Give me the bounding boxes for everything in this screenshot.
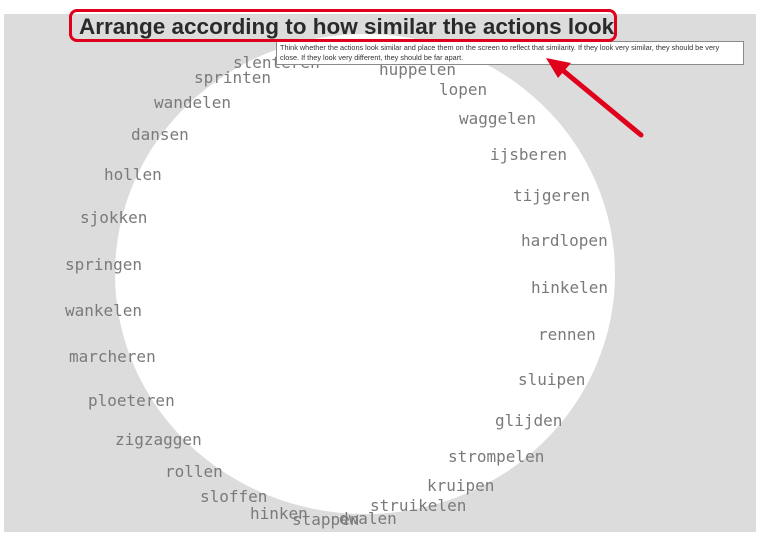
word-item[interactable]: glijden: [495, 411, 563, 430]
word-item[interactable]: stappen: [292, 510, 360, 529]
word-item[interactable]: tijgeren: [513, 186, 591, 205]
word-item[interactable]: dansen: [131, 125, 189, 144]
word-item[interactable]: marcheren: [69, 347, 156, 366]
word-item[interactable]: springen: [65, 255, 143, 274]
word-item[interactable]: rennen: [538, 325, 596, 344]
word-item[interactable]: hinkelen: [531, 278, 609, 297]
word-item[interactable]: strompelen: [448, 447, 545, 466]
word-item[interactable]: wankelen: [65, 301, 143, 320]
word-item[interactable]: ijsberen: [490, 145, 568, 164]
word-item[interactable]: sjokken: [80, 208, 148, 227]
red-arrow-icon: [546, 58, 644, 138]
word-item[interactable]: zigzaggen: [115, 430, 202, 449]
word-item[interactable]: kruipen: [427, 476, 495, 495]
word-item[interactable]: sprinten: [194, 68, 272, 87]
word-item[interactable]: hollen: [104, 165, 162, 184]
word-item[interactable]: sloffen: [200, 487, 268, 506]
word-item[interactable]: wandelen: [154, 93, 232, 112]
word-item[interactable]: huppelen: [379, 60, 457, 79]
word-item[interactable]: hardlopen: [521, 231, 608, 250]
word-item[interactable]: waggelen: [459, 109, 537, 128]
word-item[interactable]: hinken: [250, 504, 308, 523]
page-title: Arrange according to how similar the act…: [79, 14, 615, 39]
word-item[interactable]: lopen: [439, 80, 488, 99]
arrangement-circle: [115, 34, 615, 514]
word-item[interactable]: dwalen: [339, 509, 397, 528]
word-item[interactable]: ploeteren: [88, 391, 175, 410]
word-item[interactable]: struikelen: [370, 496, 467, 515]
word-item[interactable]: sluipen: [518, 370, 586, 389]
word-item[interactable]: rollen: [165, 462, 223, 481]
title-highlight-box: [69, 9, 617, 42]
instruction-tooltip: Think whether the actions look similar a…: [276, 41, 744, 65]
